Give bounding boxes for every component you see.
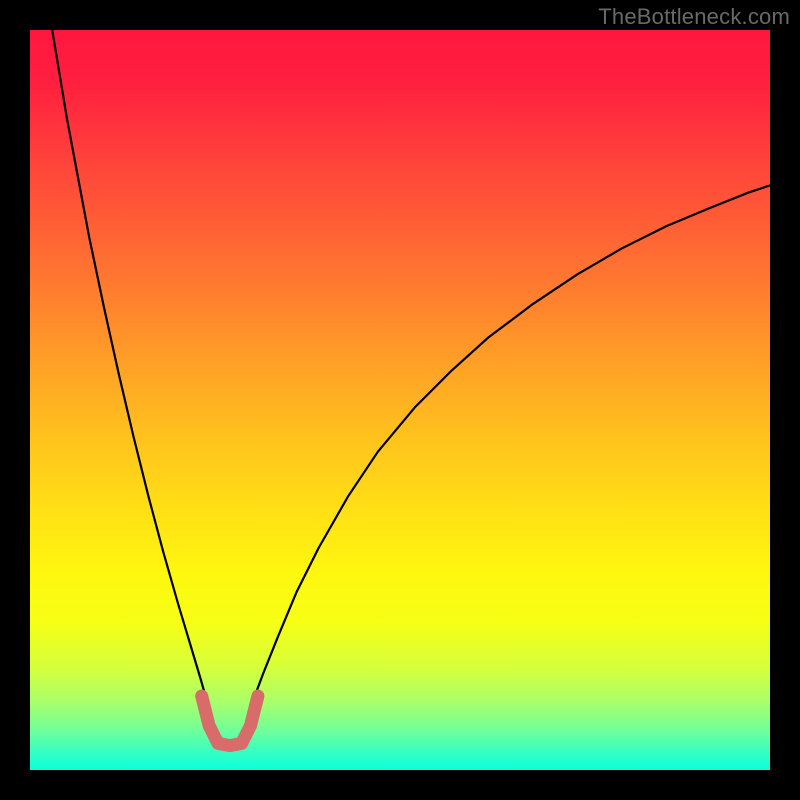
plot-area [30,30,770,770]
chart-frame: TheBottleneck.com [0,0,800,800]
watermark-text: TheBottleneck.com [598,4,790,30]
bottleneck-chart-svg [30,30,770,770]
chart-background [30,30,770,770]
